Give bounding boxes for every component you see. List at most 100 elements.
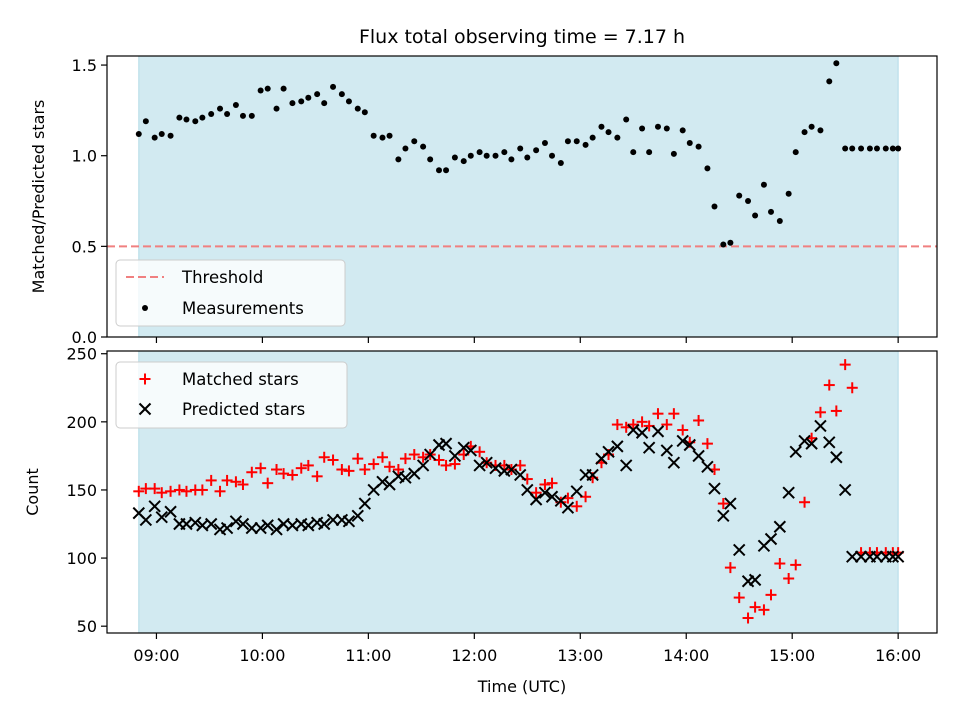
matched-star-point — [530, 487, 542, 499]
measurement-point — [386, 132, 393, 139]
matched-star-point — [359, 464, 371, 476]
measurement-point — [833, 60, 840, 67]
measurement-point — [745, 198, 752, 205]
predicted-star-point — [733, 543, 746, 557]
predicted-star-point — [489, 461, 502, 475]
measurement-point — [402, 145, 409, 152]
measurement-point — [224, 111, 231, 118]
matched-star-point — [839, 359, 851, 371]
measurement-point — [873, 145, 880, 152]
legend-measurements-swatch — [142, 305, 148, 311]
matched-star-point — [652, 408, 664, 420]
measurement-point — [217, 105, 224, 112]
predicted-star-point — [423, 448, 437, 461]
matched-star-point — [765, 589, 777, 601]
measurement-point — [314, 91, 321, 98]
measurement-point — [768, 208, 774, 215]
bottom-x-axis-label: Time (UTC) — [477, 677, 566, 696]
predicted-star-point — [326, 513, 340, 527]
measurement-point — [338, 91, 345, 98]
top-x-ticks — [155, 337, 899, 343]
matched-star-point — [627, 419, 639, 431]
predicted-star-point — [245, 521, 259, 535]
matched-star-point — [156, 487, 168, 499]
top-legend: Threshold Measurements — [115, 259, 346, 327]
measurement-point — [792, 149, 799, 156]
predicted-star-point — [701, 460, 714, 474]
matched-star-point — [352, 453, 364, 465]
matched-star-point — [571, 500, 583, 512]
measurement-point — [654, 123, 661, 130]
predicted-star-point — [514, 468, 527, 482]
measurement-point — [639, 125, 646, 132]
matched-star-point — [546, 477, 558, 489]
matched-star-point — [295, 462, 307, 474]
measurement-point — [330, 83, 337, 90]
predicted-star-point — [586, 468, 599, 482]
matched-star-point — [246, 466, 258, 478]
predicted-star-point — [204, 517, 218, 531]
measurement-point — [257, 87, 264, 94]
measurement-point — [573, 138, 580, 145]
measurement-point — [411, 138, 418, 145]
predicted-star-point — [270, 523, 283, 536]
predicted-star-point — [886, 550, 900, 563]
predicted-star-point — [619, 459, 633, 472]
matched-star-point — [318, 451, 330, 463]
measurement-point — [670, 150, 677, 157]
predicted-star-point — [189, 516, 202, 529]
matched-star-point — [180, 485, 192, 497]
matched-star-point — [302, 459, 314, 471]
measurement-point — [158, 130, 165, 137]
measurement-point — [354, 105, 361, 112]
legend-predicted-swatch — [138, 402, 152, 416]
matched-star-point — [474, 446, 486, 458]
measurement-point — [167, 132, 174, 139]
matched-star-point — [661, 419, 673, 431]
predicted-star-point — [505, 463, 518, 476]
predicted-star-point — [358, 497, 372, 510]
y-tick-label: 1.5 — [72, 56, 97, 75]
matched-star-point — [368, 458, 380, 470]
measurement-point — [492, 152, 499, 159]
measurement-point — [370, 132, 377, 139]
measurement-point — [298, 98, 305, 105]
bottom-panel: 50 100 150 200 250 09:00 10:00 11:00 12:00 13:00… — [23, 345, 938, 696]
measurement-point — [582, 141, 589, 148]
measurement-point — [557, 159, 564, 166]
measurement-point — [467, 152, 474, 159]
x-tick-label: 11:00 — [345, 646, 391, 665]
matched-star-point — [343, 465, 355, 477]
y-tick-label: 150 — [66, 481, 97, 500]
measurement-point — [882, 145, 889, 152]
legend-measurements-label: Measurements — [182, 299, 304, 318]
measurement-point — [361, 109, 368, 116]
predicted-star-point — [399, 471, 412, 484]
predicted-star-point — [164, 505, 177, 518]
predicted-star-point — [846, 550, 859, 563]
matched-star-point — [286, 469, 298, 481]
matched-star-point — [214, 485, 226, 497]
measurement-point — [720, 241, 727, 248]
measurement-point — [826, 78, 833, 85]
x-tick-label: 10:00 — [239, 646, 285, 665]
predicted-star-point — [480, 456, 493, 469]
matched-star-point — [399, 453, 411, 465]
matched-star-point — [262, 477, 274, 489]
measurement-point — [305, 94, 312, 101]
predicted-star-point — [545, 490, 559, 503]
predicted-star-point — [870, 550, 884, 563]
measurement-point — [589, 134, 596, 141]
predicted-star-point — [642, 441, 656, 454]
matched-star-point — [392, 464, 404, 476]
matched-star-point — [774, 558, 786, 570]
measurement-point — [679, 127, 686, 134]
predicted-star-point — [805, 437, 818, 450]
measurement-point — [663, 125, 670, 132]
predicted-star-point — [708, 482, 721, 495]
measurement-point — [711, 203, 718, 210]
measurement-point — [541, 140, 548, 147]
predicted-star-point — [838, 483, 852, 497]
matched-star-point — [440, 459, 452, 471]
y-tick-label: 1.0 — [72, 147, 97, 166]
